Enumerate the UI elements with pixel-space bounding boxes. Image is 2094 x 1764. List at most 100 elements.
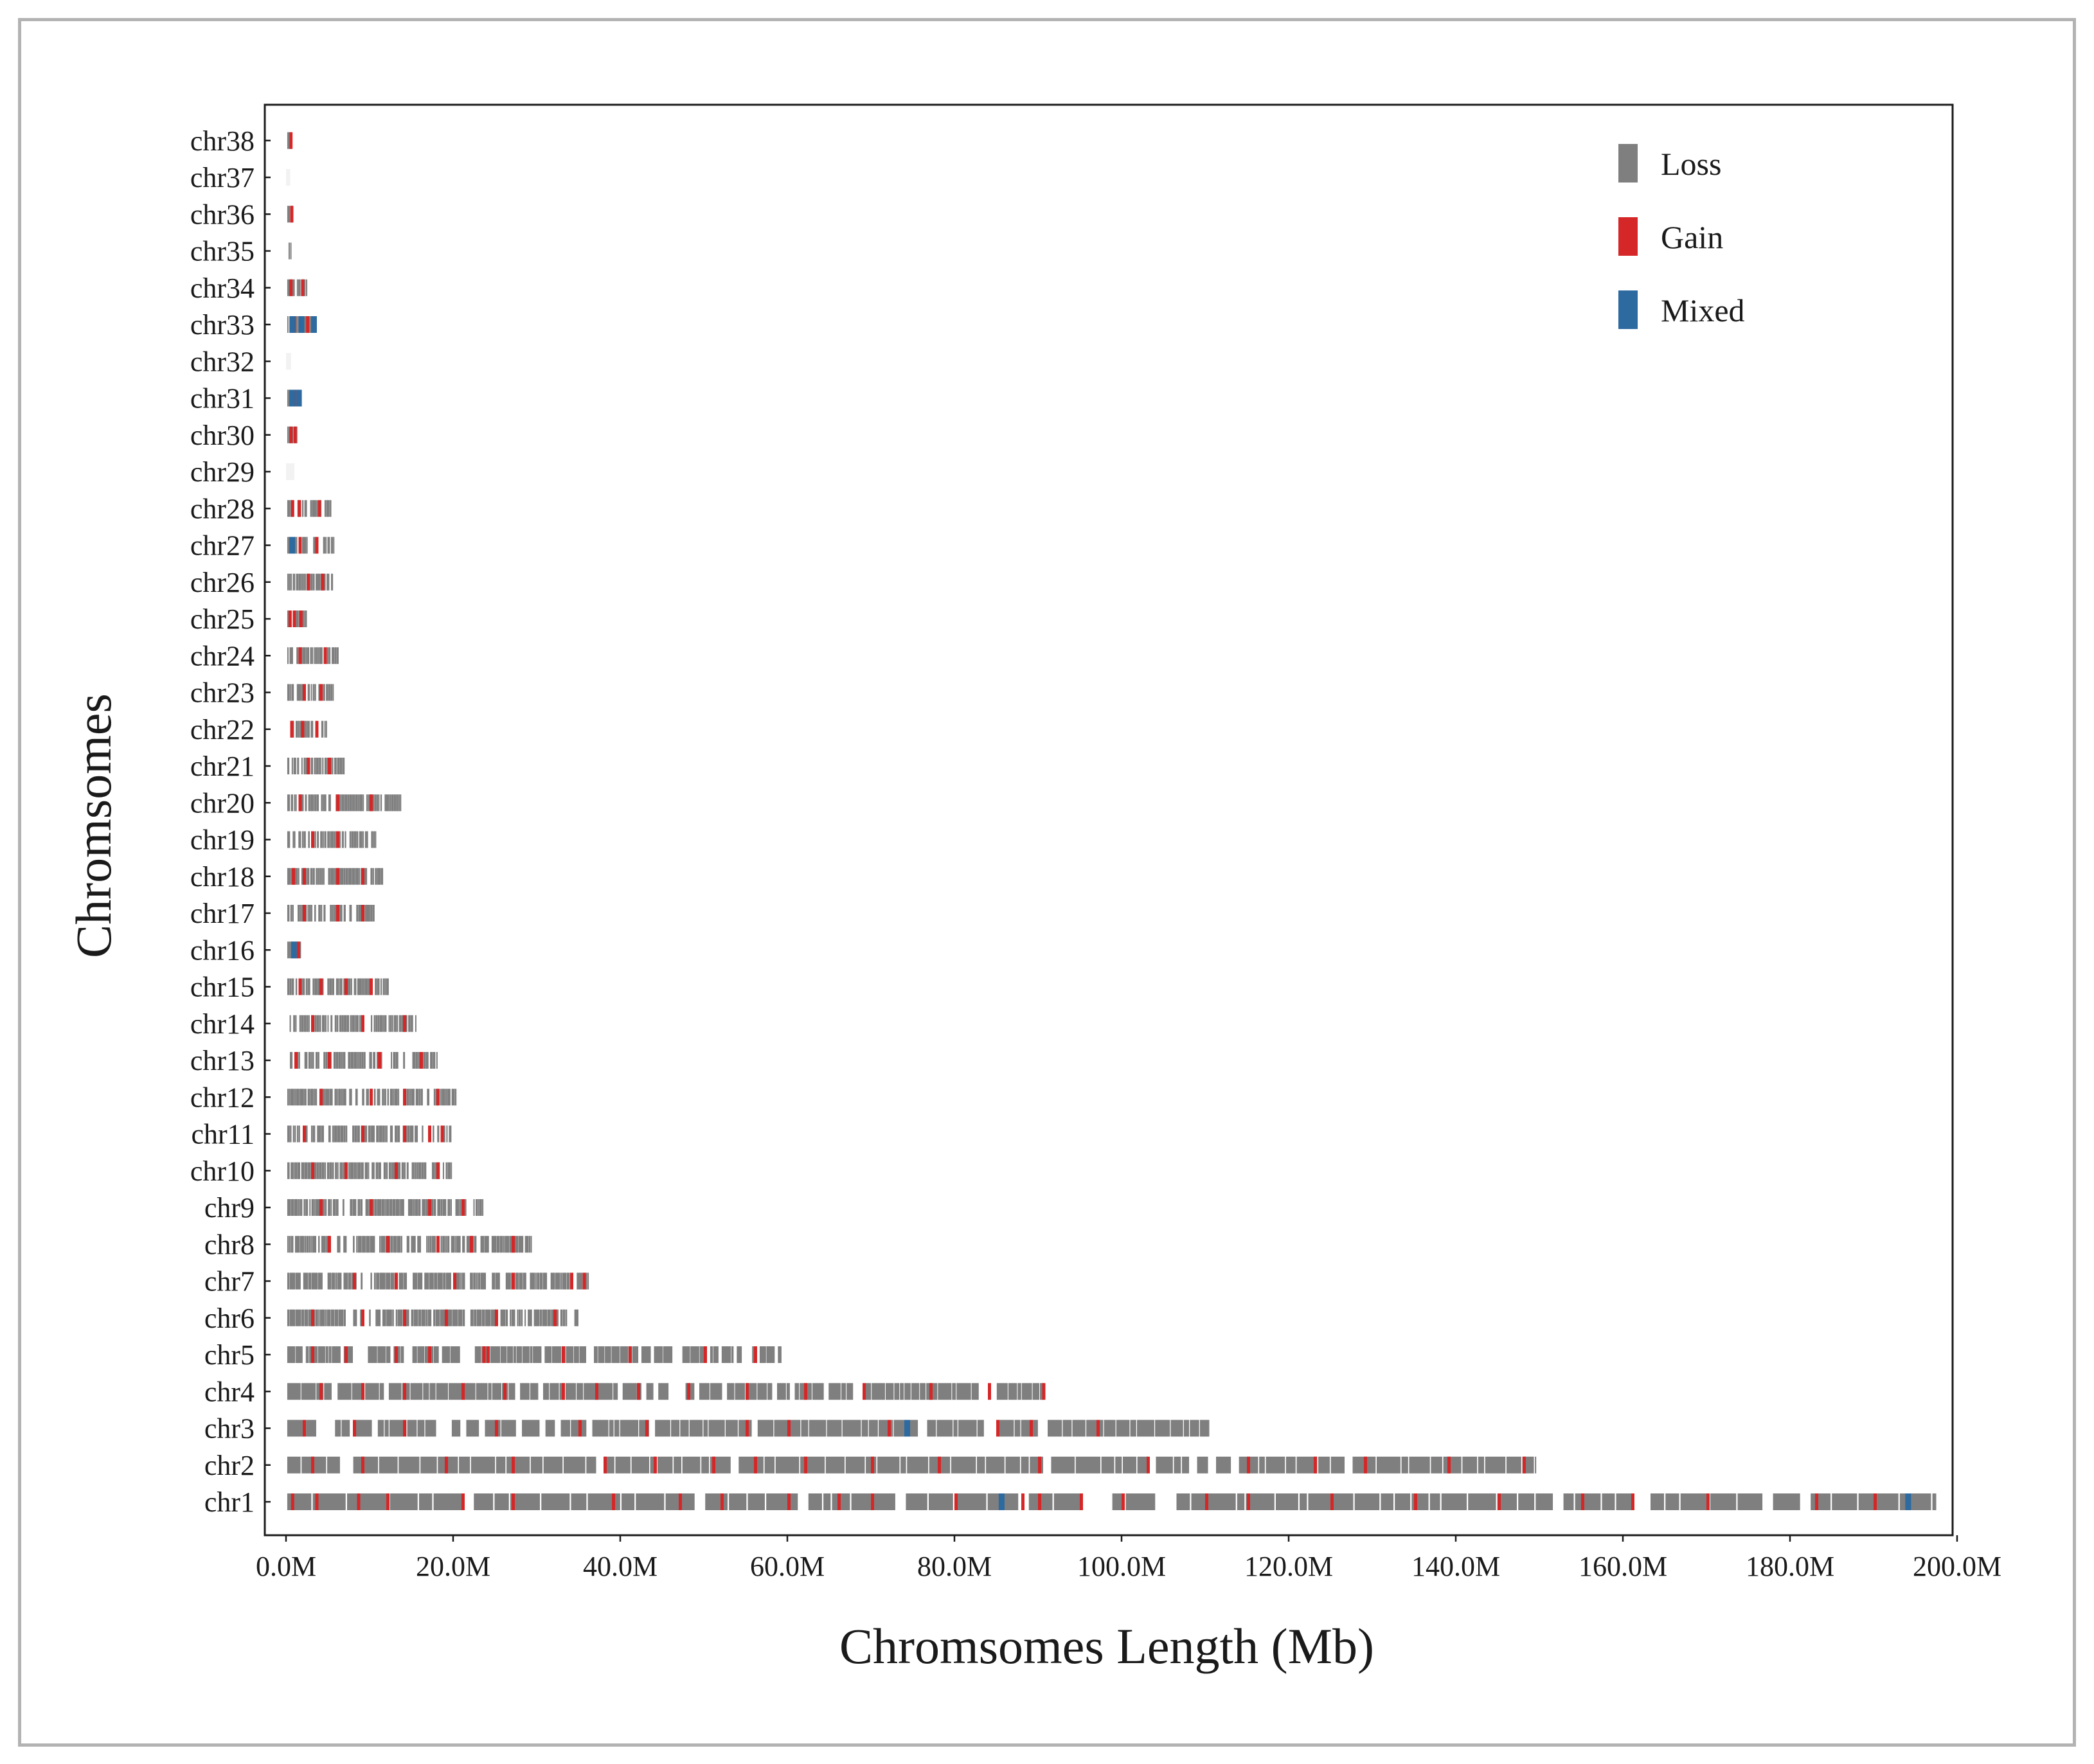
loss-segment bbox=[299, 1089, 301, 1106]
loss-segment bbox=[614, 1420, 620, 1437]
gain-segment bbox=[654, 1456, 657, 1474]
loss-segment bbox=[1137, 1456, 1148, 1474]
loss-segment bbox=[409, 1125, 411, 1143]
loss-segment bbox=[303, 316, 307, 333]
loss-segment bbox=[801, 1420, 809, 1437]
loss-segment bbox=[312, 978, 315, 995]
loss-segment bbox=[1048, 1420, 1062, 1437]
loss-segment bbox=[655, 1420, 670, 1437]
gain-segment bbox=[319, 978, 323, 995]
loss-segment bbox=[305, 1125, 308, 1143]
loss-segment bbox=[327, 1309, 331, 1326]
loss-segment bbox=[579, 1346, 586, 1363]
loss-segment bbox=[636, 1493, 665, 1510]
loss-segment bbox=[510, 1236, 514, 1253]
loss-segment bbox=[587, 1272, 589, 1290]
loss-segment bbox=[325, 794, 327, 812]
loss-segment bbox=[289, 1309, 296, 1326]
loss-segment bbox=[424, 1162, 425, 1179]
loss-segment bbox=[356, 905, 359, 922]
chromosome-track bbox=[286, 353, 291, 370]
loss-segment bbox=[377, 868, 379, 885]
gain-segment bbox=[512, 1493, 515, 1510]
loss-segment bbox=[313, 1162, 317, 1179]
loss-segment bbox=[330, 905, 332, 922]
loss-segment bbox=[404, 1272, 407, 1290]
loss-segment bbox=[384, 794, 386, 812]
loss-segment bbox=[1176, 1493, 1190, 1510]
loss-segment bbox=[318, 1272, 323, 1290]
loss-segment bbox=[300, 1199, 303, 1216]
gain-segment bbox=[353, 1272, 356, 1290]
loss-segment bbox=[317, 1125, 319, 1143]
loss-segment bbox=[334, 905, 336, 922]
loss-segment bbox=[355, 1089, 358, 1106]
loss-segment bbox=[327, 573, 328, 591]
y-tick-label: chr15 bbox=[190, 972, 255, 1003]
loss-segment bbox=[938, 1383, 952, 1400]
y-tick-label: chr9 bbox=[204, 1192, 255, 1224]
loss-segment bbox=[1478, 1456, 1485, 1474]
loss-segment bbox=[530, 1236, 532, 1253]
loss-segment bbox=[465, 1199, 467, 1216]
gain-segment bbox=[296, 941, 300, 959]
loss-segment bbox=[482, 1199, 484, 1216]
loss-segment bbox=[1395, 1493, 1411, 1510]
gain-segment bbox=[570, 1272, 573, 1290]
loss-segment bbox=[308, 794, 310, 812]
loss-segment bbox=[349, 905, 351, 922]
loss-segment bbox=[319, 1015, 321, 1032]
loss-segment bbox=[329, 978, 332, 995]
loss-segment bbox=[541, 1493, 570, 1510]
loss-segment bbox=[316, 500, 318, 517]
loss-segment bbox=[298, 573, 301, 591]
loss-segment bbox=[378, 1199, 382, 1216]
gain-segment bbox=[403, 1309, 406, 1326]
loss-segment bbox=[393, 1015, 397, 1032]
loss-segment bbox=[951, 1456, 976, 1474]
loss-segment bbox=[367, 905, 370, 922]
loss-segment bbox=[396, 794, 398, 812]
gain-segment bbox=[323, 647, 327, 664]
loss-segment bbox=[330, 1199, 332, 1216]
loss-segment bbox=[384, 1015, 387, 1032]
gain-segment bbox=[804, 1383, 807, 1400]
loss-segment bbox=[333, 537, 335, 554]
gain-segment bbox=[289, 426, 293, 443]
loss-segment bbox=[325, 1052, 328, 1069]
loss-segment bbox=[321, 794, 323, 812]
loss-segment bbox=[682, 1346, 690, 1363]
loss-segment bbox=[296, 647, 298, 664]
loss-segment bbox=[1125, 1493, 1156, 1510]
loss-segment bbox=[1075, 1456, 1100, 1474]
loss-segment bbox=[297, 1162, 300, 1179]
loss-segment bbox=[318, 758, 320, 774]
loss-segment bbox=[433, 1199, 436, 1216]
loss-segment bbox=[433, 1089, 436, 1106]
loss-segment bbox=[1441, 1493, 1467, 1510]
loss-segment bbox=[294, 1199, 298, 1216]
loss-segment bbox=[324, 1162, 327, 1179]
loss-segment bbox=[348, 1052, 351, 1069]
loss-segment bbox=[812, 1383, 824, 1400]
loss-segment bbox=[1858, 1493, 1875, 1510]
loss-segment bbox=[301, 500, 304, 517]
loss-segment bbox=[1021, 1456, 1029, 1474]
y-tick-label: chr2 bbox=[204, 1450, 255, 1481]
loss-segment bbox=[429, 1272, 434, 1290]
loss-segment bbox=[371, 1125, 373, 1143]
loss-segment bbox=[336, 1199, 337, 1216]
loss-segment bbox=[301, 758, 303, 774]
loss-segment bbox=[371, 1199, 375, 1216]
loss-segment bbox=[476, 1309, 482, 1326]
gain-segment bbox=[361, 905, 364, 922]
loss-segment bbox=[296, 610, 299, 627]
loss-segment bbox=[346, 1015, 348, 1032]
loss-segment bbox=[1130, 1420, 1136, 1437]
loss-segment bbox=[418, 1199, 421, 1216]
loss-segment bbox=[334, 868, 337, 885]
loss-segment bbox=[411, 1089, 415, 1106]
gain-segment bbox=[289, 132, 293, 149]
loss-segment bbox=[400, 1199, 404, 1216]
loss-segment bbox=[316, 573, 318, 591]
